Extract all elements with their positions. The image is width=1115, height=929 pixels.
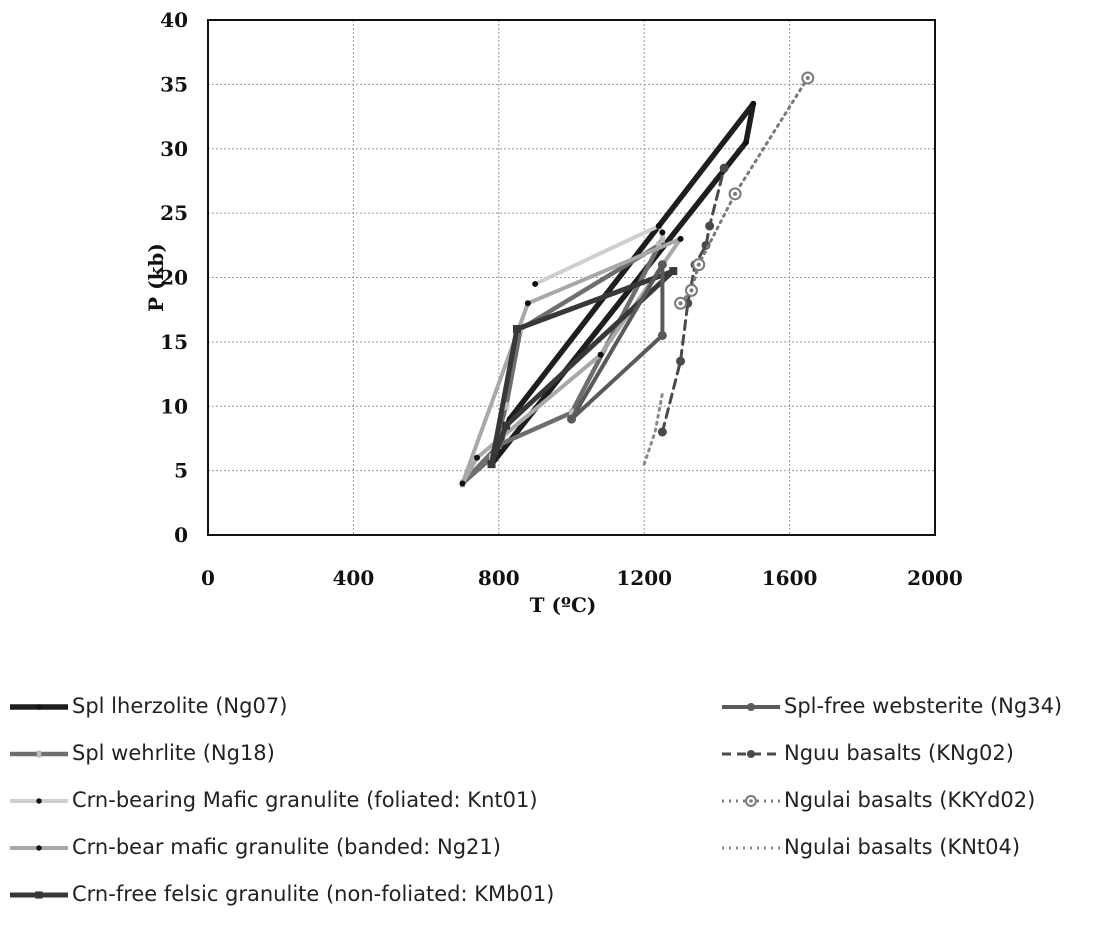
- x-tick-label: 800: [478, 566, 520, 590]
- x-tick-label: 400: [333, 566, 375, 590]
- legend-label: Spl wehrlite (Ng18): [72, 741, 275, 765]
- x-tick-label: 1600: [762, 566, 818, 590]
- data-point: [503, 402, 509, 411]
- data-point: [473, 454, 480, 461]
- series-7: [657, 163, 729, 437]
- series-layer: [459, 71, 815, 488]
- x-tick-label: 0: [201, 566, 215, 590]
- legend-item: Spl lherzolite (Ng07): [10, 694, 287, 718]
- data-point: [656, 241, 662, 250]
- data-point: [750, 100, 757, 107]
- series-line: [569, 262, 665, 422]
- data-point: [532, 280, 539, 287]
- series-3: [532, 223, 666, 287]
- legend-item: Ngulai basalts (KNt04): [722, 835, 1020, 859]
- legend-label: Nguu basalts (KNg02): [784, 741, 1014, 765]
- y-tick-label: 25: [160, 201, 188, 225]
- data-point: [36, 704, 42, 710]
- legend-item: Nguu basalts (KNg02): [722, 741, 1014, 765]
- legend-label: Spl lherzolite (Ng07): [72, 694, 287, 718]
- legend-item: Ngulai basalts (KKYd02): [722, 788, 1035, 812]
- y-tick-label: 5: [174, 459, 188, 483]
- y-tick-label: 20: [160, 266, 188, 290]
- y-tick-label: 40: [160, 8, 188, 32]
- legend-item: Crn-bearing Mafic granulite (foliated: K…: [10, 788, 538, 812]
- x-tick-label: 2000: [907, 566, 963, 590]
- legend-item: Spl-free websterite (Ng34): [722, 694, 1062, 718]
- series-6: [567, 260, 667, 424]
- y-tick-label: 0: [174, 523, 188, 547]
- data-point: [35, 891, 43, 899]
- grid: [208, 20, 935, 535]
- legend-item: Crn-bear mafic granulite (banded: Ng21): [10, 835, 501, 859]
- x-axis-title: T (ºC): [530, 593, 597, 617]
- series-9: [642, 391, 664, 466]
- data-point: [502, 421, 511, 430]
- legend-label: Crn-bearing Mafic granulite (foliated: K…: [72, 788, 538, 812]
- legend-item: Spl wehrlite (Ng18): [10, 741, 275, 765]
- y-axis-title: P (kb): [144, 243, 168, 312]
- data-point-center: [749, 799, 753, 803]
- data-point: [569, 408, 574, 417]
- series-5: [487, 267, 678, 469]
- y-tick-label: 10: [160, 394, 188, 418]
- data-point: [657, 260, 667, 270]
- series-line: [488, 100, 757, 467]
- data-point-center: [678, 301, 683, 306]
- data-point: [459, 480, 466, 487]
- data-point: [746, 702, 756, 712]
- data-point: [659, 234, 665, 243]
- series-line: [642, 391, 664, 466]
- data-point-center: [733, 191, 738, 196]
- data-point: [36, 750, 42, 758]
- y-tick-label: 30: [160, 137, 188, 161]
- data-point-center: [805, 75, 810, 80]
- data-point: [705, 221, 715, 231]
- data-point: [36, 798, 42, 804]
- x-tick-label: 1200: [616, 566, 672, 590]
- data-point: [655, 223, 662, 229]
- data-point-center: [689, 288, 694, 293]
- legend-label: Ngulai basalts (KNt04): [784, 835, 1020, 859]
- y-tick-label: 35: [160, 72, 188, 96]
- data-point: [746, 749, 756, 759]
- data-point: [36, 845, 42, 851]
- legend-label: Crn-bear mafic granulite (banded: Ng21): [72, 835, 501, 859]
- plot-frame: [207, 19, 936, 536]
- data-point: [659, 229, 666, 236]
- data-point: [676, 356, 686, 366]
- legend-label: Ngulai basalts (KKYd02): [784, 788, 1035, 812]
- legend: Spl lherzolite (Ng07) Spl wehrlite (Ng18)…: [10, 694, 1062, 906]
- data-point: [512, 325, 521, 333]
- data-point: [567, 414, 576, 424]
- legend-label: Crn-free felsic granulite (non-foliated:…: [72, 882, 554, 906]
- data-point: [669, 267, 678, 276]
- data-point-center: [696, 262, 701, 267]
- data-point: [597, 351, 604, 358]
- series-8: [674, 71, 815, 310]
- legend-label: Spl-free websterite (Ng34): [784, 694, 1062, 718]
- data-point: [657, 427, 667, 437]
- y-tick-label: 15: [160, 330, 188, 354]
- data-point: [487, 460, 496, 469]
- data-point: [677, 235, 684, 242]
- data-point: [742, 139, 749, 146]
- legend-item: Crn-free felsic granulite (non-foliated:…: [10, 882, 554, 906]
- data-point: [657, 330, 667, 340]
- data-point: [719, 163, 729, 173]
- data-point: [524, 300, 531, 307]
